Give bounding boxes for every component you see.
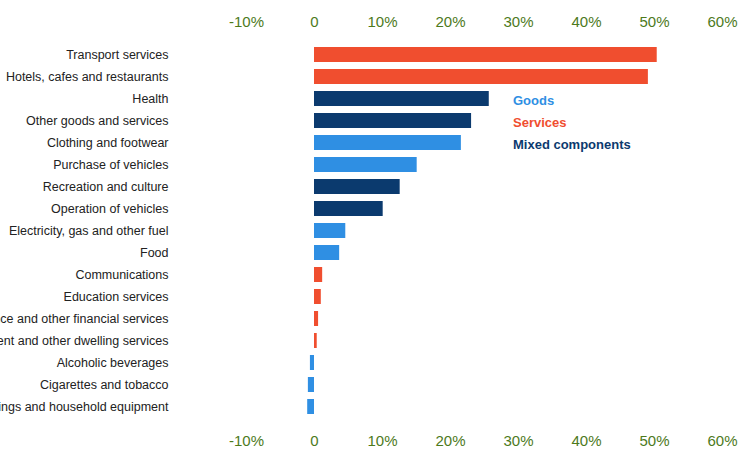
svg-text:30%: 30%	[503, 13, 533, 30]
svg-text:50%: 50%	[639, 432, 669, 449]
svg-text:Operation of vehicles: Operation of vehicles	[51, 202, 168, 216]
html-text:Goods: Goods	[513, 93, 555, 108]
html-text:Services: Services	[513, 115, 567, 130]
html-text:Mixed components: Mixed components	[513, 137, 631, 152]
svg-text:Transport services: Transport services	[66, 48, 168, 62]
svg-text:40%: 40%	[571, 432, 601, 449]
svg-text:Other goods and services: Other goods and services	[26, 114, 168, 128]
svg-text:Recreation and culture: Recreation and culture	[43, 180, 169, 194]
svg-text:Communications: Communications	[75, 268, 168, 282]
svg-text:10%: 10%	[367, 13, 397, 30]
svg-text:0: 0	[310, 13, 318, 30]
svg-text:Furnishings and household equi: Furnishings and household equipment	[0, 400, 169, 414]
svg-text:50%: 50%	[639, 13, 669, 30]
svg-text:20%: 20%	[435, 432, 465, 449]
svg-text:Rent and other dwelling servic: Rent and other dwelling services	[0, 334, 169, 348]
svg-text:Electricity, gas and other fue: Electricity, gas and other fuel	[9, 224, 169, 238]
svg-text:30%: 30%	[503, 432, 533, 449]
svg-text:Health: Health	[132, 92, 168, 106]
svg-text:Hotels, cafes and restaurants: Hotels, cafes and restaurants	[6, 70, 169, 84]
svg-text:10%: 10%	[367, 432, 397, 449]
svg-text:40%: 40%	[571, 13, 601, 30]
svg-text:60%: 60%	[707, 13, 737, 30]
svg-text:Clothing and footwear: Clothing and footwear	[47, 136, 169, 150]
svg-text:Alcoholic beverages: Alcoholic beverages	[57, 356, 169, 370]
svg-text:0: 0	[310, 432, 318, 449]
svg-text:Education services: Education services	[64, 290, 169, 304]
svg-text:Food: Food	[140, 246, 169, 260]
svg-text:Insurance and other financial: Insurance and other financial services	[0, 312, 169, 326]
svg-text:20%: 20%	[435, 13, 465, 30]
svg-text:-10%: -10%	[229, 432, 264, 449]
svg-text:Cigarettes and tobacco: Cigarettes and tobacco	[40, 378, 169, 392]
svg-text:60%: 60%	[707, 432, 737, 449]
svg-text:-10%: -10%	[229, 13, 264, 30]
svg-text:Purchase of vehicles: Purchase of vehicles	[53, 158, 168, 172]
